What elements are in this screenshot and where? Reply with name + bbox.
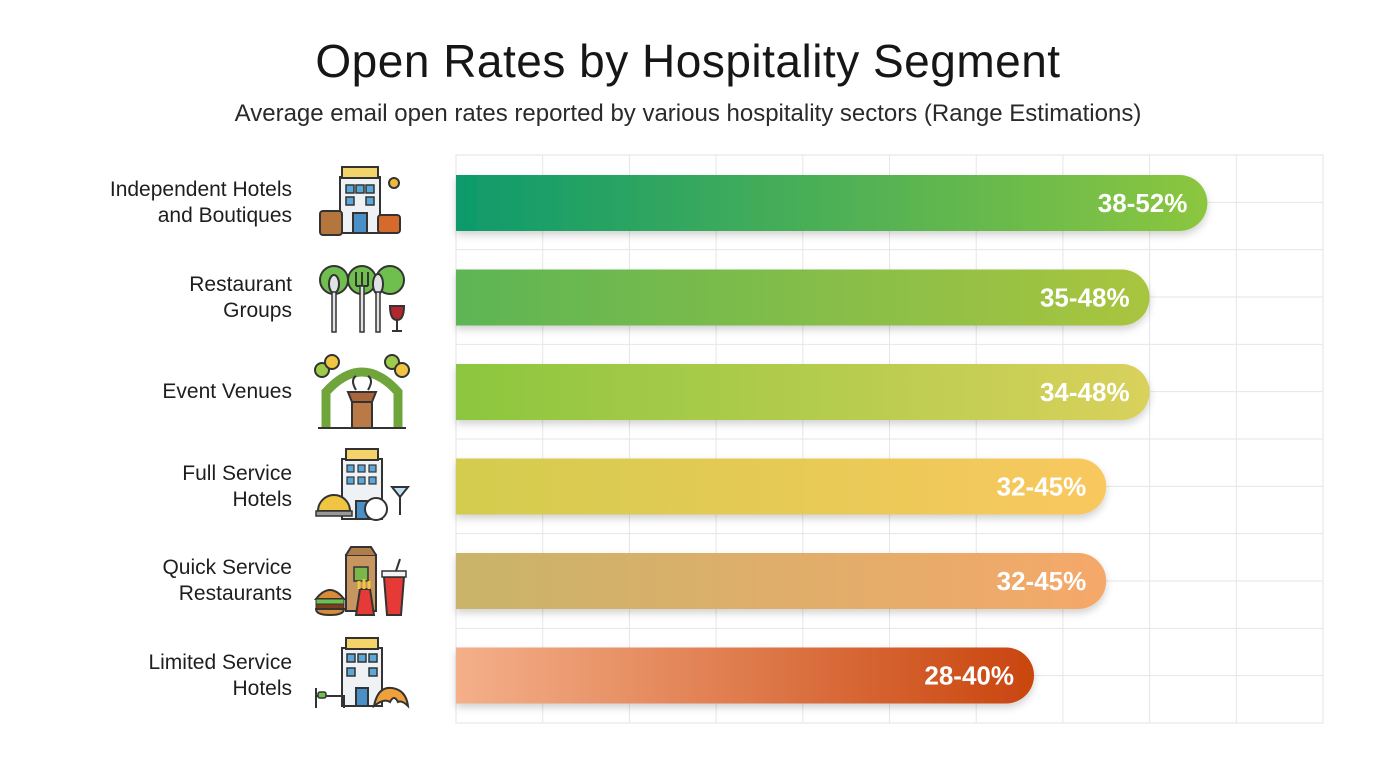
category-label: Restaurant Groups bbox=[40, 272, 292, 324]
category-label: Quick Service Restaurants bbox=[40, 555, 292, 607]
category-label-line: Independent Hotels bbox=[109, 178, 292, 201]
category-label-line: Groups bbox=[223, 298, 292, 322]
category-label-line: Limited Service bbox=[148, 650, 292, 674]
category-label: Independent Hotels and Boutiques bbox=[40, 177, 292, 229]
chart-bars: 38-52% 35-48% 34-48% 32-45% 32-45% 28-40% bbox=[456, 175, 1208, 704]
chart-grid bbox=[455, 154, 1324, 724]
bar bbox=[456, 458, 1107, 515]
category-label-line: Restaurant bbox=[189, 272, 292, 296]
category-label: Limited Service Hotels bbox=[40, 650, 292, 702]
category-label: Event Venues bbox=[40, 379, 292, 405]
bar-value-label: 32-45% bbox=[997, 472, 1087, 502]
hotel-luggage-icon bbox=[312, 163, 412, 243]
bar bbox=[456, 364, 1150, 421]
bar bbox=[456, 269, 1150, 326]
bar-value-label: 35-48% bbox=[1040, 283, 1130, 313]
category-label-line: Hotels bbox=[232, 487, 292, 511]
category-label: Full Service Hotels bbox=[40, 461, 292, 513]
cutlery-wine-icon bbox=[312, 258, 412, 338]
bar-value-label: 34-48% bbox=[1040, 377, 1130, 407]
category-label-line: Quick Service bbox=[162, 556, 292, 579]
chart-subtitle: Average email open rates reported by var… bbox=[234, 100, 1142, 127]
category-label-line: Full Service bbox=[182, 461, 292, 485]
event-arch-podium-icon bbox=[312, 352, 412, 432]
bar bbox=[456, 553, 1107, 609]
hotel-service-icon bbox=[312, 447, 412, 527]
category-label-line: Hotels bbox=[232, 676, 292, 700]
hotel-bed-croissant-icon bbox=[312, 636, 412, 716]
chart-title: Open Rates by Hospitality Segment bbox=[315, 35, 1061, 87]
fast-food-icon bbox=[312, 541, 412, 621]
category-label-line: Event Venues bbox=[162, 380, 292, 403]
bar bbox=[456, 175, 1208, 231]
bar-value-label: 38-52% bbox=[1098, 188, 1188, 218]
category-label-line: and Boutiques bbox=[157, 204, 292, 227]
bar bbox=[456, 647, 1034, 704]
bar-value-label: 28-40% bbox=[924, 661, 1014, 691]
bar-value-label: 32-45% bbox=[997, 566, 1087, 596]
category-label-line: Restaurants bbox=[178, 582, 292, 605]
